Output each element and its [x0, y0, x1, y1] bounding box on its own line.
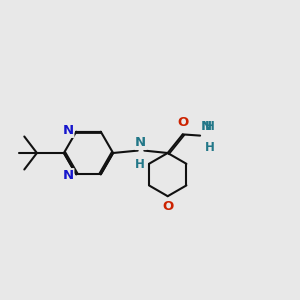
Text: H: H	[205, 120, 215, 133]
Text: N: N	[63, 124, 74, 137]
Text: N: N	[63, 169, 74, 182]
Text: H: H	[205, 141, 215, 154]
Text: O: O	[177, 116, 188, 129]
Text: O: O	[162, 200, 173, 213]
Text: N: N	[201, 120, 212, 133]
Text: H: H	[135, 158, 144, 171]
Text: N: N	[135, 136, 146, 149]
